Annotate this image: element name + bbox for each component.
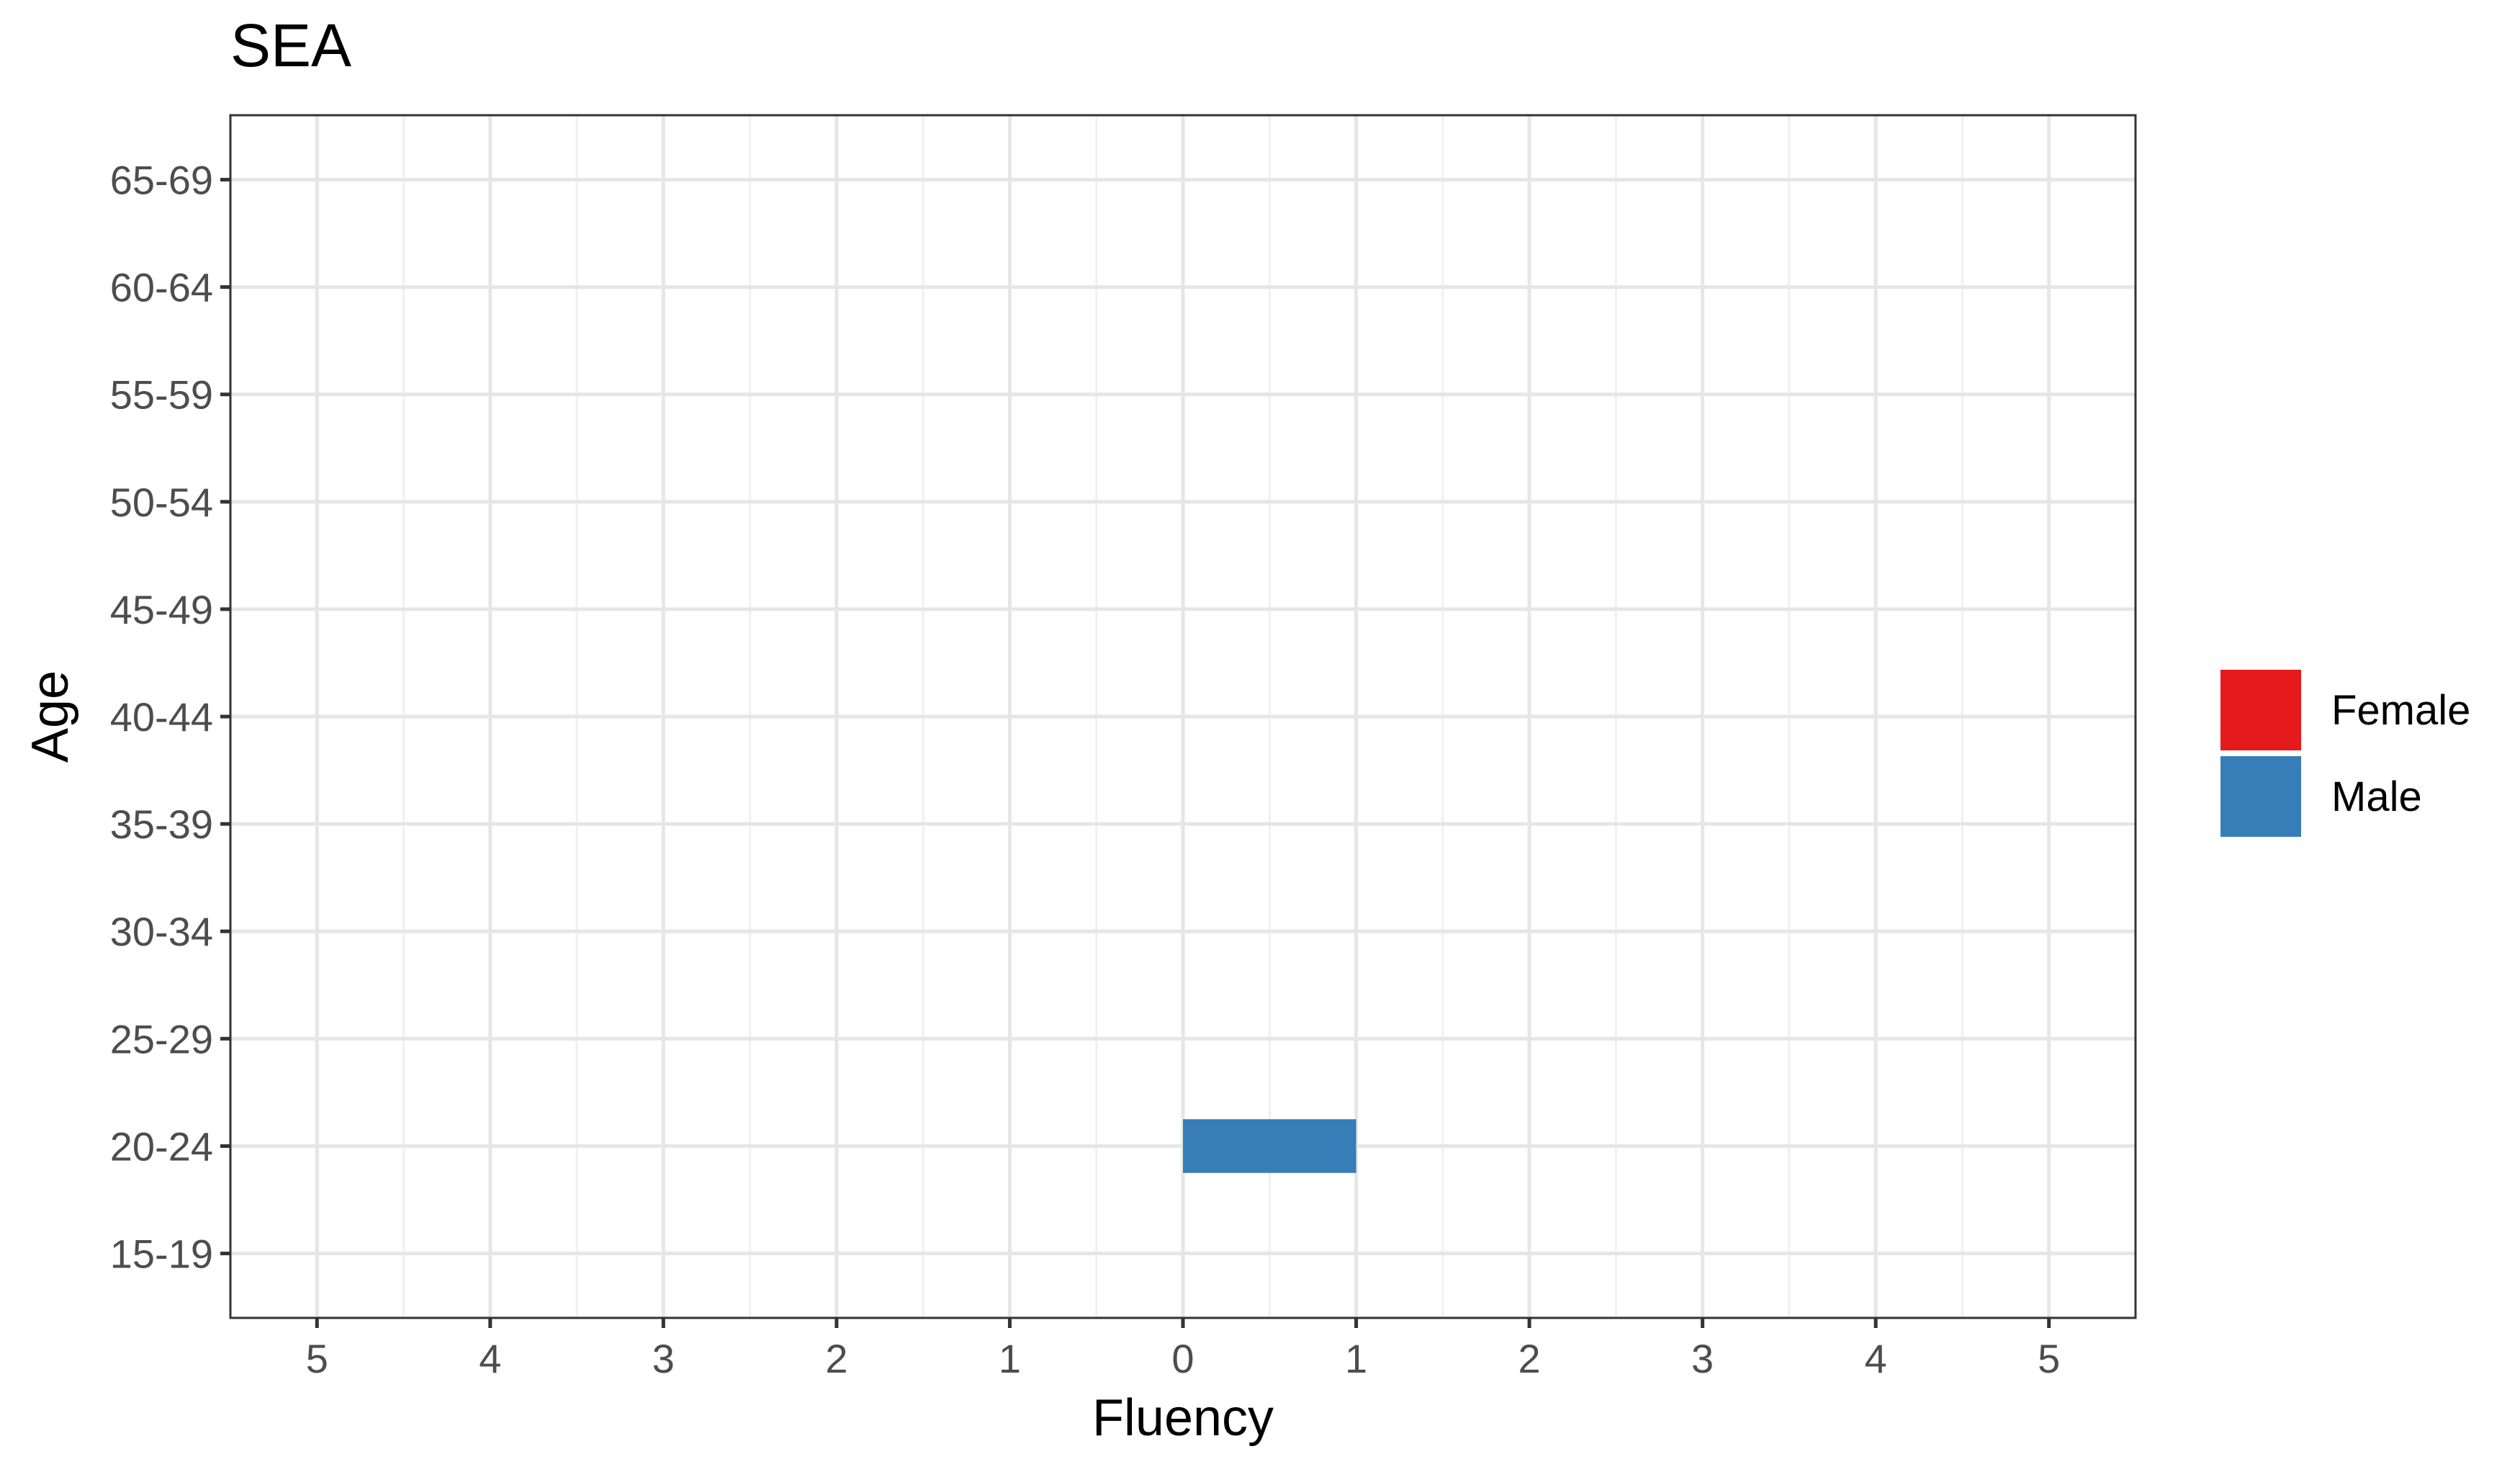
bars [1183,1119,1356,1173]
x-tick-label: 1 [999,1336,1021,1381]
y-tick-label: 65-69 [110,157,213,202]
y-tick-label: 50-54 [110,480,213,525]
y-tick-label: 45-49 [110,587,213,632]
x-tick-label: 3 [1691,1336,1714,1381]
x-axis-title: Fluency [1092,1389,1274,1447]
x-tick-label: 5 [2038,1336,2060,1381]
y-axis-title: Age [22,670,79,763]
y-tick-label: 15-19 [110,1231,213,1277]
y-tick-label: 25-29 [110,1016,213,1062]
legend-label-female: Female [2331,687,2470,734]
legend: Female Male [2220,670,2470,837]
chart-title: SEA [230,12,351,79]
x-tick-label: 2 [1518,1336,1541,1381]
y-tick-label: 20-24 [110,1123,213,1169]
x-tick-label: 3 [652,1336,675,1381]
x-axis: 5 4 3 2 1 0 1 2 3 4 5 [306,1318,2060,1381]
bar-male-20-24 [1183,1119,1356,1173]
y-tick-label: 40-44 [110,694,213,740]
x-tick-label: 1 [1345,1336,1367,1381]
y-tick-label: 35-39 [110,802,213,847]
y-tick-label: 60-64 [110,265,213,310]
y-tick-label: 55-59 [110,372,213,418]
x-tick-label: 2 [825,1336,847,1381]
grid-lines [230,115,2136,1318]
legend-key-female [2220,670,2301,750]
x-tick-label: 4 [1865,1336,1887,1381]
x-tick-label: 0 [1171,1336,1194,1381]
legend-label-male: Male [2331,773,2422,820]
y-tick-label: 30-34 [110,909,213,954]
legend-key-male [2220,756,2301,837]
y-axis: 15-19 20-24 25-29 30-34 35-39 40-44 45-49 50-54… [110,157,230,1277]
x-tick-label: 5 [306,1336,328,1381]
x-tick-label: 4 [479,1336,501,1381]
